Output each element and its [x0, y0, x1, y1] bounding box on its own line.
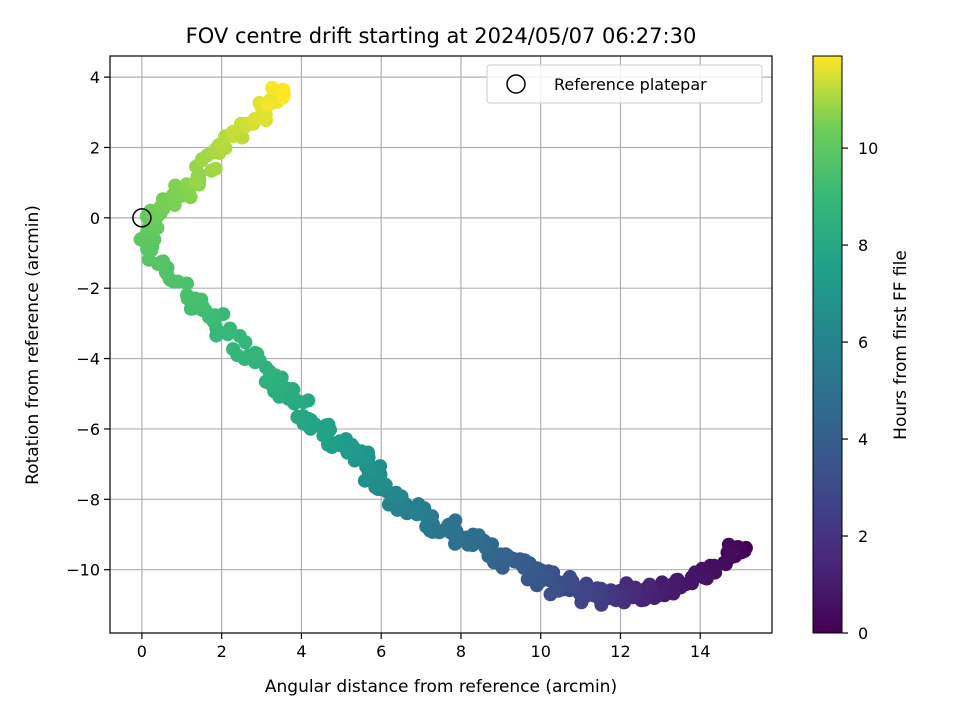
reference-marker [132, 208, 152, 228]
x-axis-ticks: 0 2 4 6 8 10 12 14 [137, 633, 710, 661]
x-tick-label: 10 [531, 642, 551, 661]
legend: Reference platepar [486, 64, 763, 104]
data-point [214, 136, 229, 151]
x-tick-label: 12 [610, 642, 630, 661]
colorbar-ticks: 0 2 4 6 8 10 [842, 139, 878, 643]
data-point [460, 530, 475, 545]
data-point [158, 197, 172, 212]
chart-title: FOV centre drift starting at 2024/05/07 … [186, 24, 697, 48]
data-point [247, 112, 262, 126]
scatter-points [133, 81, 753, 612]
x-axis-label: Angular distance from reference (arcmin) [265, 677, 617, 697]
data-point [154, 254, 169, 269]
colorbar-tick-label: 10 [858, 139, 878, 158]
y-tick-label: −2 [76, 279, 100, 298]
colorbar-tick-label: 2 [858, 527, 868, 546]
y-axis-ticks: −10 −8 −6 −4 −2 0 2 4 [66, 68, 110, 580]
colorbar: 0 2 4 6 8 10 Hours from first FF file [812, 55, 911, 643]
x-tick-label: 14 [690, 642, 710, 661]
data-point [241, 348, 256, 363]
y-axis-label: Rotation from reference (arcmin) [23, 205, 43, 485]
colorbar-tick-label: 8 [858, 236, 868, 255]
x-tick-label: 0 [137, 642, 147, 661]
data-point [699, 571, 714, 586]
colorbar-tick-label: 6 [858, 333, 868, 352]
y-tick-label: −10 [66, 561, 100, 580]
data-point [180, 288, 194, 303]
data-point [441, 517, 456, 532]
data-point [141, 252, 156, 267]
data-point [265, 81, 280, 95]
data-point [419, 519, 434, 534]
colorbar-tick-label: 0 [858, 624, 868, 643]
data-point [262, 364, 277, 379]
colorbar-tick-label: 4 [858, 430, 868, 449]
y-tick-label: 4 [90, 68, 100, 87]
data-point [276, 82, 291, 97]
x-tick-label: 2 [217, 642, 227, 661]
legend-entry-reference: Reference platepar [554, 75, 707, 94]
x-tick-label: 4 [296, 642, 306, 661]
data-point [498, 547, 513, 562]
data-point [368, 480, 383, 495]
x-tick-label: 8 [456, 642, 466, 661]
data-point [319, 418, 333, 433]
data-point [232, 329, 247, 343]
data-point [188, 175, 203, 190]
data-point [642, 577, 657, 592]
colorbar-gradient [812, 55, 843, 634]
data-point [725, 545, 739, 560]
data-point [260, 97, 275, 112]
data-point [183, 190, 198, 205]
data-point [208, 161, 223, 176]
data-point [168, 178, 183, 193]
y-tick-label: 2 [90, 138, 100, 157]
plot-frame [109, 55, 773, 634]
legend-marker [506, 74, 526, 94]
data-point [226, 342, 241, 357]
legend-box [486, 64, 763, 104]
colorbar-label: Hours from first FF file [891, 250, 911, 440]
data-point [478, 540, 493, 555]
y-tick-label: −6 [76, 420, 100, 439]
y-tick-label: 0 [90, 209, 100, 228]
data-point [290, 409, 305, 424]
data-point [551, 583, 566, 598]
y-tick-label: −8 [76, 490, 100, 509]
data-point [223, 321, 237, 336]
x-tick-label: 6 [376, 642, 386, 661]
grid [110, 56, 772, 633]
data-point [260, 375, 274, 390]
y-tick-label: −4 [76, 350, 100, 369]
